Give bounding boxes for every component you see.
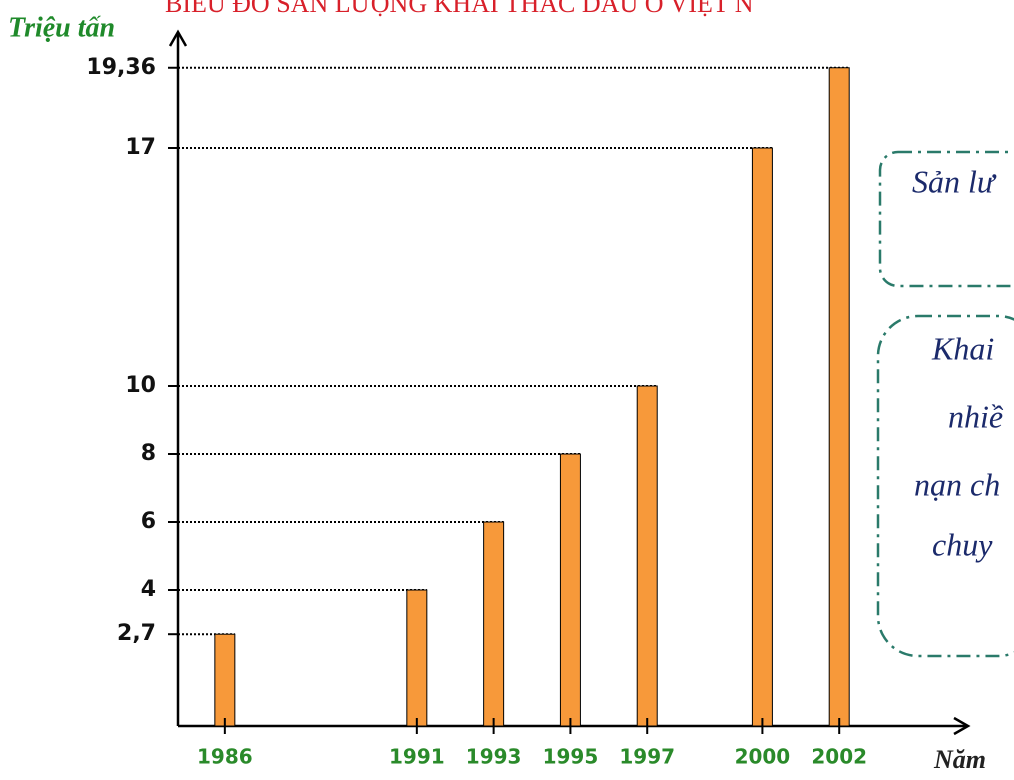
y-axis-label: Triệu tấn <box>8 12 115 43</box>
note-box <box>876 314 1014 658</box>
bar <box>559 453 581 727</box>
bar <box>483 521 505 727</box>
chart-title: BIỂU ĐỒ SẢN LƯỢNG KHAI THÁC DẦU Ở VIỆT N <box>165 0 754 18</box>
x-tick-label: 1993 <box>466 745 522 769</box>
bar <box>751 147 773 727</box>
x-tick-label: 1991 <box>389 745 445 769</box>
x-tick-label: 1995 <box>543 745 599 769</box>
note-text: Khai <box>931 330 994 366</box>
note-text: chuy <box>932 526 993 562</box>
note-text: nạn ch <box>914 466 1000 502</box>
x-tick-label: 1986 <box>197 745 253 769</box>
y-tick-label: 4 <box>141 577 156 602</box>
x-axis-arrow <box>953 716 971 736</box>
x-tick-label: 2002 <box>811 745 867 769</box>
bar <box>214 633 236 727</box>
y-tick-label: 8 <box>141 441 156 466</box>
x-tick-label: 1997 <box>619 745 675 769</box>
y-axis-arrow <box>168 29 188 47</box>
x-tick-label: 2000 <box>735 745 791 769</box>
x-axis-label: Năm <box>933 745 986 774</box>
y-tick-label: 6 <box>141 509 156 534</box>
bar <box>828 67 850 727</box>
bar <box>636 385 658 727</box>
y-tick-label: 2,7 <box>117 621 156 646</box>
note-text: nhiề <box>948 398 1004 434</box>
note-text: Sản lư <box>912 163 997 199</box>
y-tick-label: 10 <box>125 373 156 398</box>
y-tick-label: 19,36 <box>86 55 156 80</box>
y-tick-label: 17 <box>125 135 156 160</box>
bar <box>406 589 428 727</box>
note-box <box>878 150 1014 288</box>
